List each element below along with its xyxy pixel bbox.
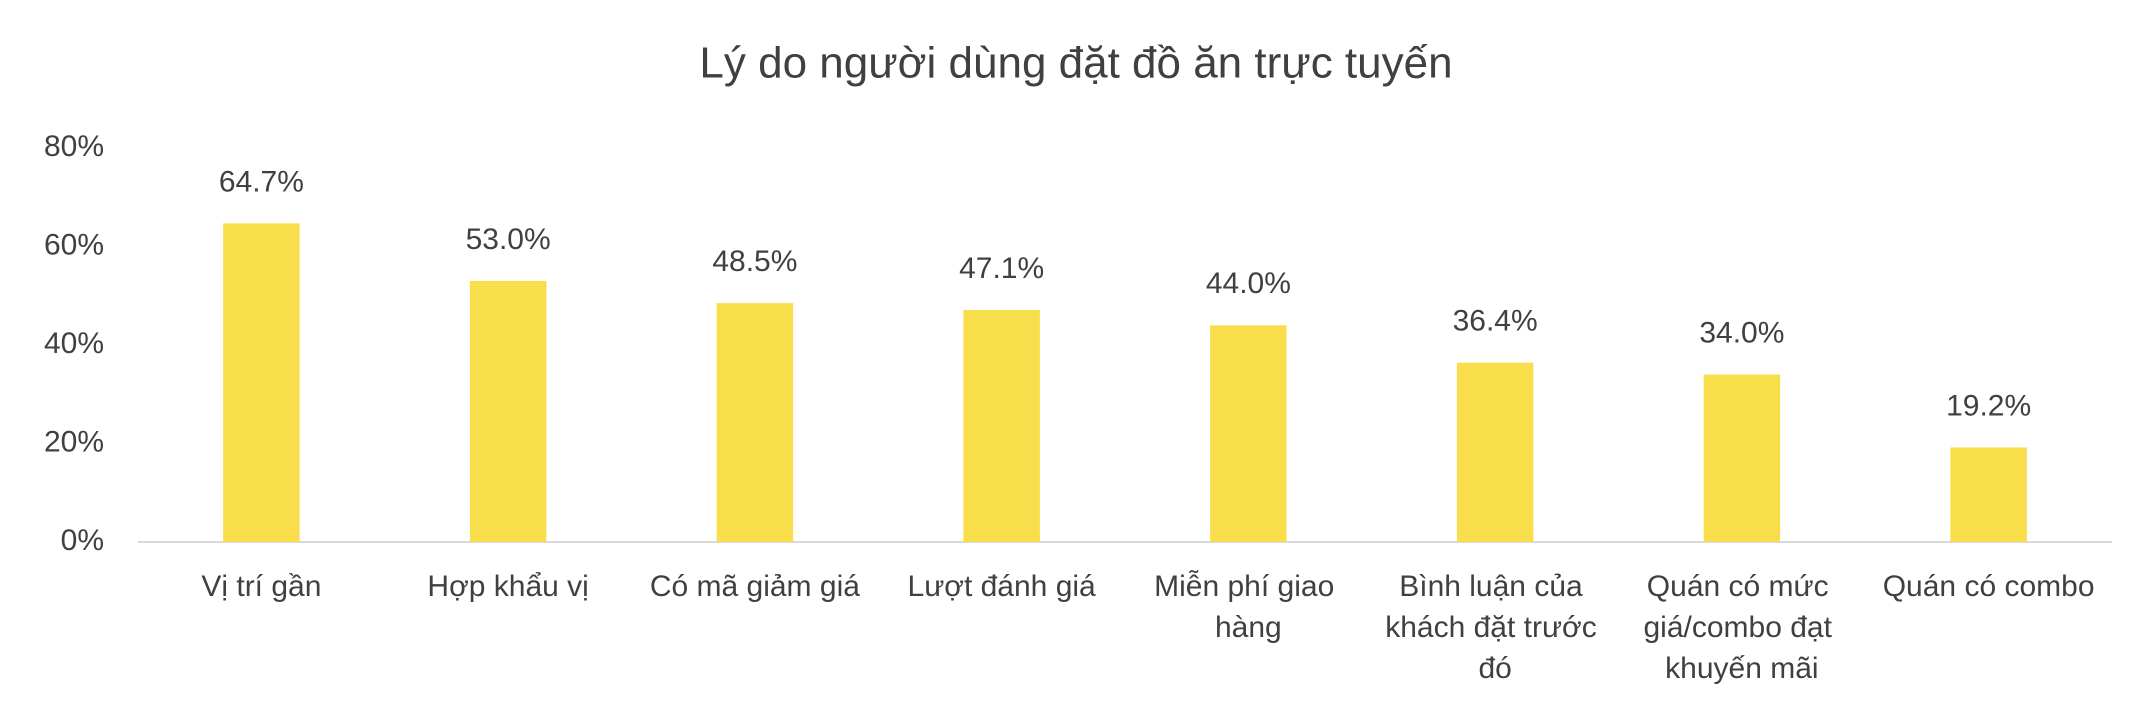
bar bbox=[469, 280, 547, 542]
value-label: 34.0% bbox=[1699, 316, 1784, 349]
chart-title: Lý do người dùng đặt đồ ăn trực tuyến bbox=[699, 39, 1452, 88]
bar bbox=[716, 303, 794, 542]
y-tick-label: 0% bbox=[61, 524, 104, 557]
x-tick-label: Có mã giảm giá bbox=[650, 570, 860, 603]
bar bbox=[1950, 447, 2027, 542]
x-tick-label: Quán có combo bbox=[1883, 570, 2095, 603]
bar bbox=[1210, 325, 1287, 542]
x-tick-label: Lượt đánh giá bbox=[908, 570, 1097, 603]
y-tick-label: 40% bbox=[44, 327, 104, 360]
x-tick-label: Quán có mức giá/combo đạt khuyến mãi bbox=[1643, 570, 1840, 685]
bar bbox=[963, 310, 1040, 542]
value-label: 19.2% bbox=[1946, 389, 2031, 422]
value-label: 48.5% bbox=[712, 245, 797, 278]
bar bbox=[223, 223, 300, 543]
value-label: 44.0% bbox=[1206, 267, 1291, 300]
value-label: 53.0% bbox=[466, 223, 551, 256]
x-tick-label: Hợp khẩu vị bbox=[427, 570, 588, 603]
x-tick-label: Vị trí gần bbox=[201, 570, 321, 603]
value-label: 36.4% bbox=[1453, 305, 1538, 338]
x-tick-label: Miễn phí giao hàng bbox=[1154, 570, 1342, 644]
y-tick-label: 80% bbox=[44, 130, 104, 163]
bar bbox=[1456, 362, 1534, 542]
y-tick-label: 20% bbox=[44, 425, 104, 458]
y-tick-label: 60% bbox=[44, 228, 104, 261]
value-label: 64.7% bbox=[219, 165, 304, 198]
x-tick-label: Bình luận của khách đặt trước đó bbox=[1385, 570, 1605, 685]
value-label: 47.1% bbox=[959, 252, 1044, 285]
bar bbox=[1703, 374, 1781, 542]
